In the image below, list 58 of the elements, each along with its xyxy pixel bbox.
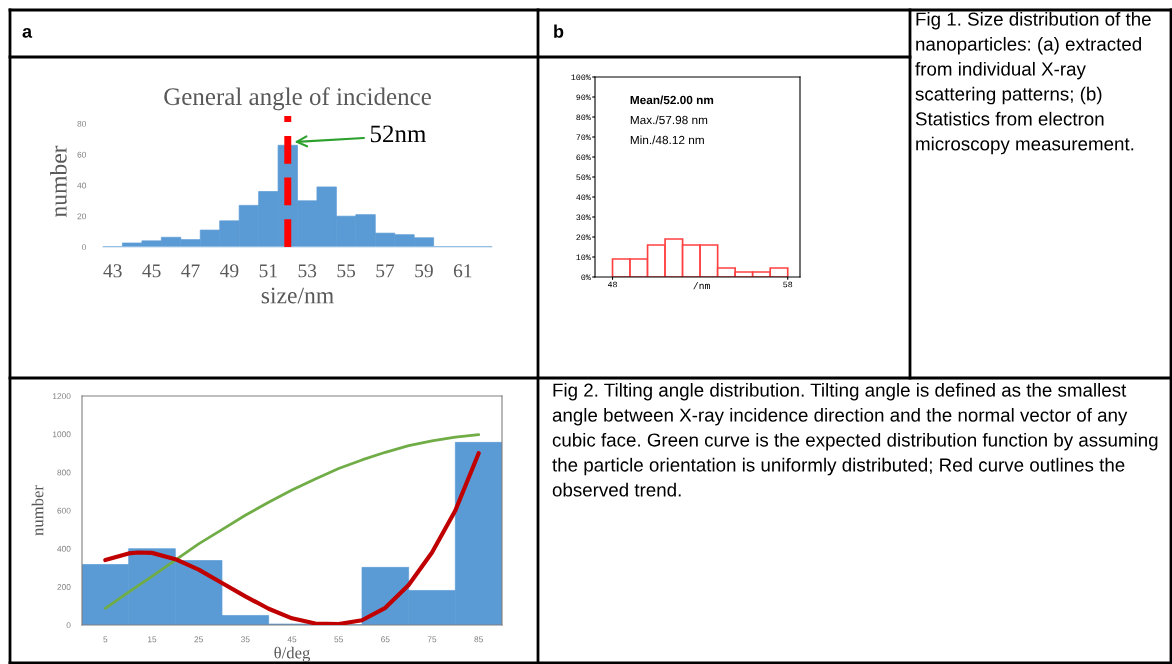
x-tick-label: 53	[298, 264, 317, 278]
text: b	[554, 24, 564, 38]
x-axis-title: θ/deg	[274, 646, 311, 662]
x-tick-label: 35	[241, 636, 250, 643]
y-tick-label: 40	[77, 182, 87, 189]
x-tick-label: 48	[607, 281, 617, 288]
x-tick-label: 61	[453, 264, 472, 278]
y-tick-label: 60	[77, 151, 87, 158]
y-tick-label: 1200	[52, 393, 71, 400]
x-tick-label: 43	[103, 264, 122, 278]
y-tick-label: 80	[77, 120, 87, 127]
x-tick-label: 85	[474, 636, 483, 643]
annotation: Mean/52.00 nm	[630, 95, 714, 105]
y-tick-label: 0	[82, 244, 87, 251]
y-axis-title: number	[31, 485, 44, 536]
y-tick-label: 0%	[581, 274, 591, 281]
y-tick-label: 20%	[576, 234, 591, 241]
y-tick-label: 70%	[576, 134, 591, 141]
x-axis-title: size/nm	[261, 287, 334, 304]
caption: Fig 2. Tilting angle distribution. Tilting angle is defined as the smallest angle between X-ray incidence direction and the normal vector of any cubic face. Green curve is the expected distribution function by assuming the particle orientation is uniformly distributed; Red curve outlines the observed trend.	[552, 383, 1158, 497]
x-tick-label: 45	[287, 636, 297, 643]
chart-title: General angle of incidence	[164, 87, 431, 111]
y-tick-label: 30%	[576, 214, 591, 221]
y-tick-label: 40%	[576, 194, 591, 201]
y-tick-label: 600	[57, 507, 71, 514]
y-tick-label: 200	[57, 584, 71, 590]
x-tick-label: 55	[337, 264, 356, 278]
y-tick-label: 60%	[576, 154, 591, 161]
x-tick-label: 51	[259, 264, 277, 278]
x-tick-label: 25	[194, 636, 203, 643]
y-tick-label: 400	[57, 545, 71, 552]
y-tick-label: 800	[57, 469, 71, 476]
y-tick-label: 100%	[571, 74, 591, 81]
annotation: Max./57.98 nm	[630, 115, 708, 125]
text: a	[22, 27, 33, 38]
x-tick-label: 45	[142, 264, 161, 278]
x-tick-label: 75	[427, 636, 437, 643]
y-tick-label: 10%	[576, 254, 591, 261]
y-tick-label: 0	[66, 622, 71, 629]
x-tick-label: 57	[376, 264, 395, 278]
x-tick-label: 15	[148, 636, 157, 643]
y-tick-label: 90%	[576, 94, 591, 101]
y-axis-title: number	[50, 145, 67, 218]
x-tick-label: 59	[415, 264, 433, 278]
y-tick-label: 80%	[576, 114, 591, 121]
x-tick-label: 55	[334, 636, 343, 643]
x-tick-label: 65	[381, 636, 390, 643]
x-tick-label: 58	[783, 281, 793, 288]
annotation: Min./48.12 nm	[630, 135, 704, 145]
annotation: 52nm	[370, 125, 427, 143]
y-tick-label: 20	[77, 213, 87, 220]
x-tick-label: 5	[103, 636, 108, 643]
x-axis-title: /nm	[693, 282, 710, 290]
y-tick-label: 1000	[52, 431, 71, 438]
x-tick-label: 49	[220, 264, 239, 278]
x-tick-label: 47	[181, 264, 200, 278]
y-tick-label: 50%	[576, 174, 591, 181]
caption: Fig 1. Size distribution of the nanoparticles: (a) extracted from individual X-ray scattering patterns; (b) Statistics from electron microscopy measurement.	[915, 12, 1151, 155]
